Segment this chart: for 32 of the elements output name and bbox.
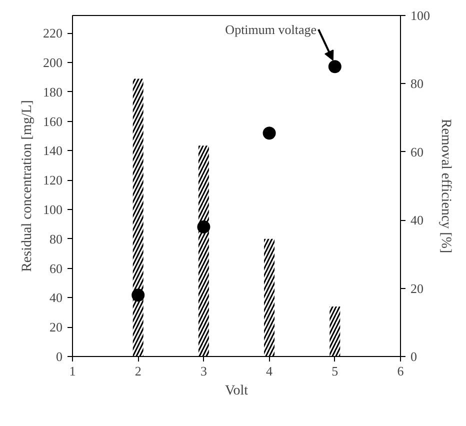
y-tick-label: 140 xyxy=(43,143,62,158)
y2-tick-label: 100 xyxy=(410,8,430,23)
x-tick-label: 5 xyxy=(332,364,338,378)
y2-tick-label: 40 xyxy=(410,212,424,228)
y-tick-label: 220 xyxy=(43,26,62,41)
y2-tick-label: 80 xyxy=(410,76,424,92)
y-axis-title: Residual concentration [mg/L] xyxy=(20,100,35,272)
y-tick-label: 180 xyxy=(43,84,62,100)
point xyxy=(328,60,342,74)
x-tick-label: 6 xyxy=(397,364,404,378)
annotation: Optimum voltage xyxy=(225,22,317,37)
point xyxy=(197,220,210,234)
x-tick-label: 2 xyxy=(134,364,142,378)
y2-tick-label: 0 xyxy=(410,349,417,364)
y-tick-label: 40 xyxy=(50,290,62,306)
y2-tick-label: 60 xyxy=(410,144,424,160)
x-tick-label: 4 xyxy=(266,364,274,378)
x-axis-title: Volt xyxy=(224,384,248,398)
point xyxy=(132,288,145,302)
y-tick-label: 160 xyxy=(43,114,62,129)
y-tick-label: 100 xyxy=(43,202,62,218)
y-tick-label: 120 xyxy=(43,172,62,188)
y-tick-label: 60 xyxy=(50,260,62,276)
x-tick-label: 1 xyxy=(69,364,76,378)
y-tick-label: 0 xyxy=(56,349,62,364)
x-tick-label: 3 xyxy=(200,364,207,378)
point xyxy=(262,126,276,140)
y-tick-label: 20 xyxy=(50,320,62,335)
y2-tick-label: 20 xyxy=(410,280,424,296)
y-tick-label: 80 xyxy=(50,231,62,246)
y2-axis-title: Removal efficiency [%] xyxy=(438,118,453,254)
y-tick-label: 200 xyxy=(43,55,62,70)
